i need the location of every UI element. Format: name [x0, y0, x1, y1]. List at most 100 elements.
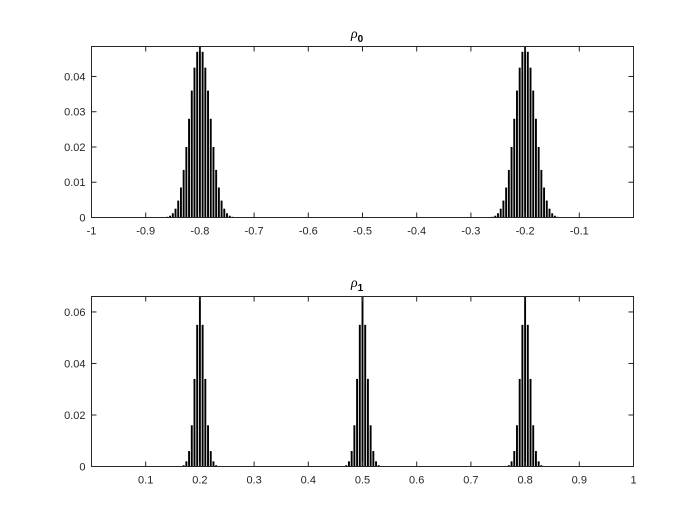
bar-rho1-s1-10	[372, 451, 375, 467]
bar-rho1-s1-1	[348, 461, 350, 467]
bar-rho0-s1-20	[545, 200, 548, 218]
xtick-label-rho0-9: -0.1	[570, 226, 589, 238]
xtick-label-rho1-4: 0.5	[355, 475, 370, 487]
bar-rho0-s0-7	[185, 146, 188, 218]
subplot-rho0-xaxis: -1 -0.9 -0.8 -0.7 -0.6 -0.5 -0.4 -0.3 -0.2 -0.1	[87, 46, 589, 238]
bar-rho1-s2-6	[524, 296, 527, 467]
subplot-rho1-xaxis: 0.1 0.2 0.3 0.4 0.5 0.6 0.7 0.8 0.9 1	[138, 296, 637, 487]
bar-rho1-s2-10	[534, 451, 537, 467]
bar-rho1-s0-8	[204, 378, 207, 467]
xtick-label-rho1-9: 1	[630, 475, 636, 487]
bar-rho1-s1-5	[358, 324, 361, 467]
bar-rho0-s1-19	[543, 187, 546, 218]
ytick-label-rho1-0: 0	[79, 462, 85, 474]
bar-rho0-s1-17	[537, 146, 540, 218]
xtick-label-rho0-3: -0.7	[245, 226, 264, 238]
bar-rho0-s0-20	[220, 200, 223, 218]
bar-rho1-s2-8	[529, 378, 532, 467]
xtick-label-rho0-6: -0.4	[407, 226, 426, 238]
bar-rho0-s0-15	[207, 90, 209, 218]
bar-rho1-s0-3	[190, 425, 193, 467]
bar-rho1-s1-7	[364, 324, 367, 467]
xtick-label-rho1-7: 0.8	[517, 475, 532, 487]
bar-rho1-s0-9	[207, 425, 209, 467]
bar-rho1-s0-2	[188, 451, 191, 467]
bar-rho0-s0-8	[188, 118, 191, 218]
xtick-label-rho0-4: -0.6	[299, 226, 318, 238]
bar-rho0-s1-6	[507, 169, 510, 218]
bar-rho0-s0-17	[212, 146, 215, 218]
bar-rho1-s2-12	[540, 465, 543, 467]
bar-rho0-s1-9	[516, 90, 518, 218]
bar-rho1-s0-11	[212, 461, 215, 467]
xtick-label-rho1-6: 0.7	[463, 475, 478, 487]
ytick-label-rho0-1: 0.01	[64, 177, 85, 189]
bar-rho0-s0-2	[171, 213, 174, 218]
bar-rho0-s1-3	[499, 208, 502, 218]
subplot-rho0-title: ρ0	[350, 27, 364, 45]
bar-rho0-s0-6	[182, 169, 185, 218]
bar-rho1-s1-2	[350, 451, 353, 467]
subplot-rho1: ρ1 0.1 0.2 0.3 0.4 0.5 0.6 0.7 0.8 0.9 1 0 0.02 0.0…	[64, 276, 636, 487]
bar-rho1-s0-10	[209, 451, 212, 467]
xtick-label-rho0-0: -1	[87, 226, 97, 238]
bar-rho1-s1-3	[353, 425, 356, 467]
bar-rho0-s0-9	[190, 90, 193, 218]
ytick-label-rho0-0: 0	[79, 213, 85, 225]
bar-rho0-s1-14	[529, 67, 532, 218]
bar-rho1-s1-9	[369, 425, 372, 467]
bar-rho1-s2-0	[507, 465, 510, 467]
bar-rho0-s1-7	[510, 146, 513, 218]
xtick-label-rho1-3: 0.4	[301, 475, 316, 487]
bar-rho1-s0-12	[215, 465, 218, 467]
bar-rho0-s0-13	[201, 51, 204, 218]
xtick-label-rho0-7: -0.3	[461, 226, 480, 238]
bar-rho0-s1-1	[494, 215, 497, 218]
ytick-label-rho1-2: 0.04	[64, 358, 85, 370]
bar-rho0-s1-13	[526, 51, 529, 218]
bar-rho0-s1-23	[553, 215, 556, 218]
subplot-rho1-bars	[182, 296, 543, 467]
subplot-rho1-yaxis: 0 0.02 0.04 0.06	[64, 307, 634, 474]
bar-rho0-s1-18	[540, 169, 543, 218]
xtick-label-rho1-2: 0.3	[246, 475, 261, 487]
bar-rho0-s0-19	[217, 187, 220, 218]
ytick-label-rho0-2: 0.02	[64, 142, 85, 154]
bar-rho0-s1-5	[505, 187, 508, 218]
bar-rho0-s0-4	[177, 200, 180, 218]
bar-rho0-s0-10	[193, 67, 196, 218]
bar-rho0-s1-16	[534, 118, 537, 218]
bar-rho1-s1-6	[361, 296, 364, 467]
bar-rho0-s1-12	[524, 46, 527, 218]
bar-rho0-s1-15	[532, 90, 535, 218]
xtick-label-rho0-1: -0.9	[136, 226, 155, 238]
xtick-label-rho1-5: 0.6	[409, 475, 424, 487]
bar-rho0-s1-2	[497, 213, 499, 218]
bar-rho1-s2-5	[521, 324, 524, 467]
xtick-label-rho1-1: 0.2	[192, 475, 207, 487]
bar-rho1-s0-6	[198, 296, 201, 467]
bar-rho0-s0-1	[169, 215, 172, 218]
bar-rho0-s1-11	[521, 51, 524, 218]
bar-rho1-s2-1	[510, 461, 513, 467]
bar-rho1-s2-7	[526, 324, 529, 467]
bar-rho1-s0-1	[185, 461, 188, 467]
bar-rho1-s2-11	[537, 461, 540, 467]
bar-rho1-s1-8	[366, 378, 369, 467]
bar-rho1-s2-4	[518, 378, 521, 467]
bar-rho0-s0-14	[204, 67, 207, 218]
bar-rho1-s1-12	[377, 465, 380, 467]
bar-rho1-s0-5	[196, 324, 199, 467]
xtick-label-rho0-5: -0.5	[353, 226, 372, 238]
bar-rho1-s2-9	[532, 425, 535, 467]
ytick-label-rho1-3: 0.06	[64, 307, 85, 319]
bar-rho0-s0-11	[196, 51, 199, 218]
bar-rho0-s0-5	[179, 187, 182, 218]
subplot-rho0-yaxis: 0 0.01 0.02 0.03 0.04	[64, 71, 634, 225]
bar-rho0-s1-10	[518, 67, 521, 218]
bar-rho0-s0-16	[209, 118, 212, 218]
xtick-label-rho1-0: 0.1	[138, 475, 153, 487]
ytick-label-rho0-3: 0.03	[64, 107, 85, 119]
